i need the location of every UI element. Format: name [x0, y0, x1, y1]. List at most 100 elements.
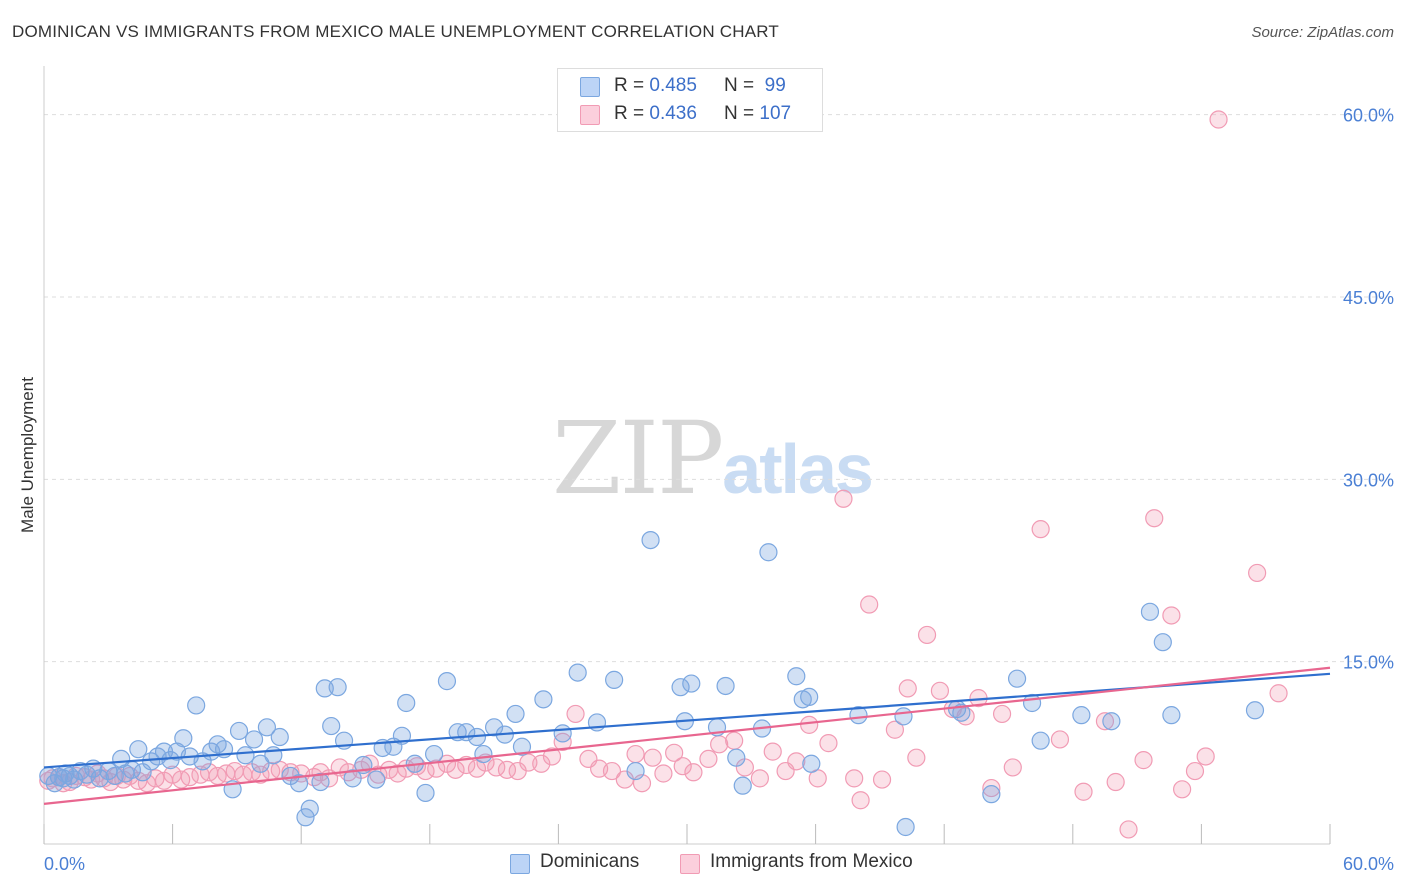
- point-mexico: [834, 489, 853, 508]
- chart-title: DOMINICAN VS IMMIGRANTS FROM MEXICO MALE…: [12, 22, 779, 41]
- point-dominicans: [397, 693, 416, 713]
- point-dominicans: [322, 716, 341, 736]
- point-mexico: [180, 768, 199, 787]
- y-axis-label: Male Unemployment: [18, 377, 37, 533]
- point-dominicans: [244, 730, 264, 749]
- point-dominicans: [800, 687, 819, 707]
- point-dominicans: [682, 674, 701, 693]
- point-dominicans: [759, 543, 778, 562]
- point-mexico: [487, 758, 506, 777]
- point-dominicans: [553, 724, 572, 743]
- point-dominicans: [727, 748, 746, 767]
- point-mexico: [1031, 520, 1050, 539]
- point-mexico: [763, 742, 782, 761]
- point-dominicans: [641, 530, 660, 550]
- point-dominicans: [187, 696, 206, 715]
- point-dominicans: [787, 667, 806, 686]
- point-mexico: [710, 735, 729, 754]
- legend-swatch-mexico: [680, 854, 700, 874]
- point-mexico: [907, 748, 926, 767]
- point-mexico: [643, 748, 662, 767]
- point-mexico: [665, 743, 684, 762]
- point-mexico: [1074, 782, 1093, 801]
- r-value-mexico: 0.436: [649, 103, 697, 124]
- x-tick-label: 0.0%: [44, 854, 85, 874]
- point-dominicans: [270, 727, 289, 747]
- source-label: Source: ZipAtlas.com: [1251, 24, 1394, 41]
- y-tick-label: 15.0%: [1343, 653, 1394, 673]
- point-dominicans: [229, 721, 249, 741]
- point-dominicans: [474, 744, 493, 764]
- point-dominicans: [568, 663, 587, 682]
- point-dominicans: [605, 670, 624, 689]
- point-mexico: [930, 681, 950, 700]
- point-dominicans: [236, 746, 255, 765]
- point-dominicans: [485, 718, 504, 737]
- point-mexico: [1095, 712, 1115, 731]
- series-dominicans: [39, 530, 1265, 837]
- point-mexico: [787, 752, 806, 771]
- watermark-atlas: atlas: [722, 430, 874, 508]
- point-mexico: [388, 764, 407, 783]
- point-dominicans: [1140, 602, 1160, 621]
- point-mexico: [1162, 606, 1181, 625]
- n-label: N =: [724, 75, 760, 96]
- n-value-dominicans: 99: [759, 75, 786, 96]
- point-mexico: [1119, 820, 1138, 839]
- point-mexico: [992, 704, 1012, 724]
- point-mexico: [654, 764, 673, 783]
- point-dominicans: [328, 678, 347, 697]
- point-dominicans: [894, 707, 913, 726]
- point-mexico: [898, 679, 917, 698]
- watermark: ZIPatlas: [552, 400, 874, 517]
- point-dominicans: [1031, 731, 1050, 750]
- point-mexico: [1003, 758, 1022, 777]
- point-dominicans: [982, 785, 1001, 804]
- point-mexico: [1050, 730, 1070, 749]
- point-dominicans: [416, 783, 435, 803]
- legend-swatch-dominicans: [510, 854, 530, 874]
- point-mexico: [1248, 563, 1267, 583]
- point-mexico: [819, 734, 838, 753]
- point-dominicans: [1153, 633, 1172, 652]
- point-dominicans: [896, 817, 915, 837]
- y-tick-label: 60.0%: [1343, 106, 1394, 126]
- point-dominicans: [733, 776, 752, 795]
- point-dominicans: [311, 772, 330, 792]
- point-mexico: [532, 754, 551, 773]
- legend-swatch-dominicans: [580, 77, 600, 97]
- point-mexico: [872, 770, 892, 789]
- point-mexico: [845, 769, 864, 788]
- point-mexico: [1209, 110, 1228, 129]
- point-dominicans: [1072, 706, 1091, 725]
- point-mexico: [1269, 684, 1288, 703]
- point-mexico: [427, 759, 446, 778]
- point-mexico: [542, 747, 562, 766]
- point-mexico: [1185, 761, 1205, 781]
- stats-legend: R = 0.485 N = 99 R = 0.436 N = 107: [557, 68, 823, 132]
- point-dominicans: [424, 744, 444, 764]
- r-label: R =: [614, 75, 650, 96]
- point-dominicans: [251, 754, 270, 773]
- point-mexico: [860, 595, 879, 614]
- point-dominicans: [174, 729, 193, 748]
- point-dominicans: [367, 770, 386, 789]
- point-dominicans: [129, 740, 148, 759]
- point-mexico: [699, 749, 718, 769]
- point-mexico: [626, 744, 645, 764]
- stats-row-dominicans: R = 0.485 N = 99: [558, 73, 822, 99]
- trendline-mexico: [43, 666, 1331, 805]
- y-tick-label: 30.0%: [1343, 470, 1394, 490]
- point-dominicans: [1162, 706, 1181, 725]
- point-mexico: [684, 763, 703, 782]
- stats-row-mexico: R = 0.436 N = 107: [558, 101, 822, 127]
- point-dominicans: [849, 706, 868, 725]
- point-dominicans: [1245, 701, 1265, 720]
- point-mexico: [917, 625, 937, 645]
- point-dominicans: [300, 799, 319, 818]
- point-mexico: [519, 753, 538, 772]
- legend-label-dominicans: Dominicans: [540, 851, 640, 872]
- point-dominicans: [534, 690, 553, 709]
- point-dominicans: [506, 704, 525, 724]
